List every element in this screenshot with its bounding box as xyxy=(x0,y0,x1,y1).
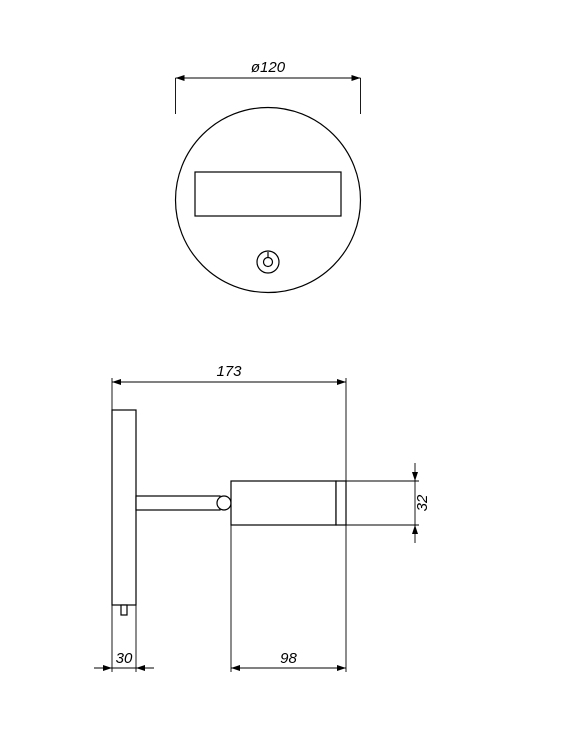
front-view: ø120 xyxy=(176,59,361,293)
technical-drawing: ø120 173 30 98 32 xyxy=(0,0,562,750)
dim-label-30: 30 xyxy=(116,650,133,667)
dim-label-98: 98 xyxy=(280,650,297,667)
dim-label-32: 32 xyxy=(414,494,431,511)
dim-label-diameter: ø120 xyxy=(251,59,286,76)
switch-tab xyxy=(121,605,127,615)
switch-inner xyxy=(264,258,273,267)
dim-label-173: 173 xyxy=(216,363,242,380)
arm xyxy=(136,496,220,510)
lamp-head xyxy=(231,481,336,525)
lamp-head-opening xyxy=(195,172,341,216)
lamp-head-cap xyxy=(336,481,346,525)
joint xyxy=(217,496,231,510)
side-view: 173 30 98 32 xyxy=(94,363,431,672)
base-plate-side xyxy=(112,410,136,605)
